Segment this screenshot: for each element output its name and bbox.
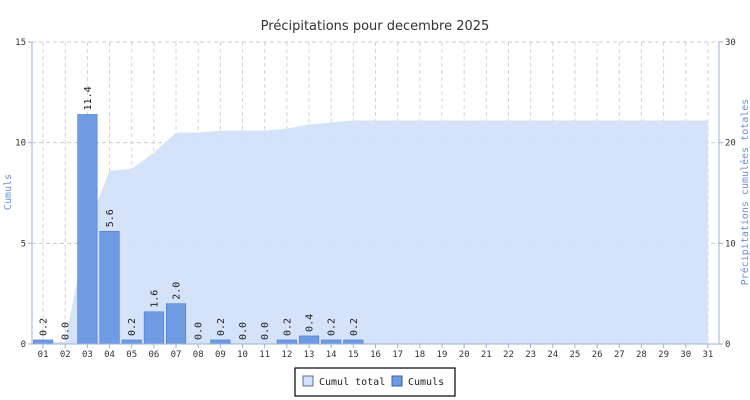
bar-label-07: 2.0 xyxy=(172,282,183,300)
bar-label-03: 11.4 xyxy=(83,86,94,110)
bar-label-06: 1.6 xyxy=(149,290,160,308)
x-tick-label: 22 xyxy=(503,350,514,360)
bar-13 xyxy=(298,335,320,345)
bar-03 xyxy=(77,114,98,345)
x-tick-label: 03 xyxy=(82,350,93,360)
bar-label-04: 5.6 xyxy=(105,209,116,227)
legend-label-cumul-total: Cumul total xyxy=(319,377,385,388)
bar-label-09: 0.2 xyxy=(216,318,227,336)
chart-title: Précipitations pour decembre 2025 xyxy=(261,19,490,34)
x-tick-label: 14 xyxy=(326,350,337,360)
left-tick-label: 10 xyxy=(15,139,26,149)
bar-01 xyxy=(33,339,54,345)
left-tick-label: 0 xyxy=(21,340,26,350)
x-tick-label: 04 xyxy=(104,350,115,360)
bar-15 xyxy=(343,339,364,345)
x-tick-label: 29 xyxy=(658,350,669,360)
x-tick-label: 23 xyxy=(525,350,536,360)
x-tick-label: 10 xyxy=(237,350,248,360)
right-tick-label: 10 xyxy=(725,239,736,249)
x-tick-label: 17 xyxy=(392,350,403,360)
legend-box xyxy=(294,367,456,397)
cumuls-bar-layer xyxy=(33,114,364,345)
right-tick-label: 20 xyxy=(725,139,736,149)
x-tick-label: 26 xyxy=(592,350,603,360)
x-tick-label: 25 xyxy=(570,350,581,360)
x-tick-label: 01 xyxy=(38,350,49,360)
x-tick-label: 16 xyxy=(370,350,381,360)
x-axis-ticks: 01 02 03 04 05 06 07 08 09 10 11 12 13 14 15 16 17 18 19 20… xyxy=(38,344,713,360)
bar-05 xyxy=(121,339,142,345)
bar-label-14: 0.2 xyxy=(327,318,338,336)
bar-label-11: 0.0 xyxy=(260,322,271,340)
right-tick-label: 0 xyxy=(725,340,730,350)
bar-14 xyxy=(321,339,342,345)
x-tick-label: 20 xyxy=(459,350,470,360)
left-axis-title: Cumuls xyxy=(3,174,14,210)
x-tick-label: 27 xyxy=(614,350,625,360)
legend-swatch-cumuls xyxy=(391,375,403,387)
right-tick-label: 30 xyxy=(725,38,736,48)
left-tick-label: 15 xyxy=(15,38,26,48)
cumul-total-area xyxy=(43,120,708,345)
x-tick-label: 18 xyxy=(414,350,425,360)
bar-09 xyxy=(210,339,231,345)
x-tick-label: 28 xyxy=(636,350,647,360)
bar-label-02: 0.0 xyxy=(61,322,72,340)
bar-06 xyxy=(143,311,164,345)
bar-label-12: 0.2 xyxy=(282,318,293,336)
x-tick-label: 11 xyxy=(259,350,270,360)
bar-label-08: 0.0 xyxy=(194,322,205,340)
x-tick-label: 08 xyxy=(193,350,204,360)
legend: Cumul total Cumuls xyxy=(294,367,456,397)
left-axis-ticks: 0 5 10 15 xyxy=(15,38,32,350)
x-tick-label: 15 xyxy=(348,350,359,360)
right-axis-title: Précipitations cumulées totales xyxy=(739,99,750,286)
bar-label-01: 0.2 xyxy=(39,318,50,336)
x-tick-label: 30 xyxy=(680,350,691,360)
right-axis-ticks: 0 10 20 30 xyxy=(719,38,736,350)
cumul-total-area-layer xyxy=(43,120,708,345)
bar-label-13: 0.4 xyxy=(305,314,316,332)
bar-04 xyxy=(99,230,120,345)
x-tick-label: 21 xyxy=(481,350,492,360)
legend-label-cumuls: Cumuls xyxy=(408,377,444,388)
bar-12 xyxy=(276,339,297,345)
left-tick-label: 5 xyxy=(21,239,26,249)
bar-label-05: 0.2 xyxy=(127,318,138,336)
bar-label-15: 0.2 xyxy=(349,318,360,336)
x-tick-label: 13 xyxy=(304,350,315,360)
x-tick-label: 24 xyxy=(547,350,558,360)
x-tick-label: 31 xyxy=(702,350,713,360)
bar-labels-layer: 0.2 0.0 11.4 5.6 0.2 1.6 2.0 0.0 0.2 0.0 0.0 0.2 0.4… xyxy=(39,86,360,340)
x-tick-label: 19 xyxy=(437,350,448,360)
x-tick-label: 05 xyxy=(126,350,137,360)
x-tick-label: 02 xyxy=(60,350,71,360)
x-tick-label: 12 xyxy=(281,350,292,360)
bar-07 xyxy=(165,303,187,345)
legend-swatch-cumul-total xyxy=(302,375,314,387)
x-tick-label: 07 xyxy=(171,350,182,360)
x-tick-label: 09 xyxy=(215,350,226,360)
bar-label-10: 0.0 xyxy=(238,322,249,340)
x-tick-label: 06 xyxy=(148,350,159,360)
